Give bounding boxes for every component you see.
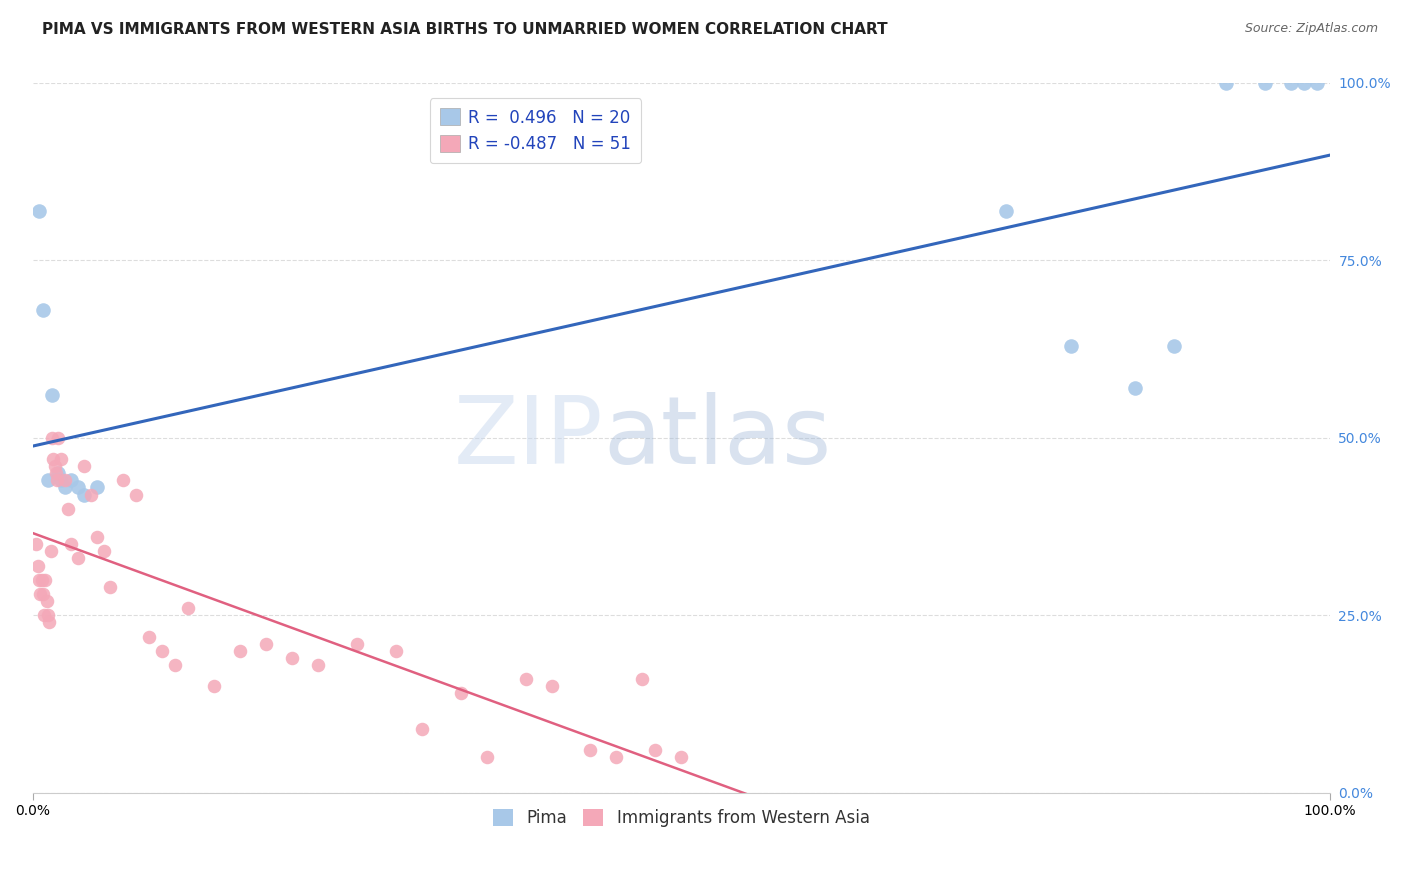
Point [1306,76,1329,90]
Point [49,474,72,488]
Point [35,594,58,608]
Point [177,601,200,615]
Point [42,452,65,467]
Point [450,686,472,700]
Point [1215,76,1237,90]
Point [631,672,654,686]
Point [254,637,277,651]
Point [46,474,69,488]
Point [25,537,48,551]
Point [86,530,108,544]
Point [150,643,173,657]
Point [49,452,72,467]
Point [53,474,76,488]
Point [66,551,89,566]
Point [138,630,160,644]
Point [1254,76,1277,90]
Point [73,487,96,501]
Point [39,544,62,558]
Point [48,467,70,481]
Point [66,480,89,494]
Legend: Pima, Immigrants from Western Asia: Pima, Immigrants from Western Asia [486,803,876,834]
Point [112,474,135,488]
Point [38,615,60,630]
Point [27,558,49,573]
Point [31,573,53,587]
Point [30,587,52,601]
Text: PIMA VS IMMIGRANTS FROM WESTERN ASIA BIRTHS TO UNMARRIED WOMEN CORRELATION CHART: PIMA VS IMMIGRANTS FROM WESTERN ASIA BIR… [42,22,887,37]
Point [165,657,187,672]
Point [98,580,121,594]
Point [605,750,627,764]
Point [346,637,368,651]
Point [1163,338,1185,352]
Point [307,657,329,672]
Point [1279,76,1302,90]
Point [28,573,51,587]
Point [202,679,225,693]
Point [1059,338,1081,352]
Point [73,459,96,474]
Point [229,643,252,657]
Point [34,573,56,587]
Text: atlas: atlas [603,392,832,483]
Point [93,544,115,558]
Point [48,431,70,445]
Point [86,480,108,494]
Point [994,203,1017,218]
Point [644,743,666,757]
Point [41,388,63,402]
Point [56,501,79,516]
Point [1125,381,1147,395]
Point [31,587,53,601]
Point [540,679,562,693]
Point [579,743,602,757]
Point [45,467,67,481]
Point [28,203,51,218]
Point [41,431,63,445]
Point [60,474,83,488]
Point [411,722,433,736]
Point [60,537,83,551]
Point [515,672,537,686]
Point [53,480,76,494]
Point [125,487,148,501]
Text: ZIP: ZIP [454,392,603,483]
Point [80,487,103,501]
Point [31,303,53,318]
Point [37,608,59,623]
Point [281,650,304,665]
Point [385,643,408,657]
Point [671,750,693,764]
Text: Source: ZipAtlas.com: Source: ZipAtlas.com [1244,22,1378,36]
Point [44,459,66,474]
Point [475,750,498,764]
Point [1294,76,1316,90]
Point [37,474,59,488]
Point [32,608,55,623]
